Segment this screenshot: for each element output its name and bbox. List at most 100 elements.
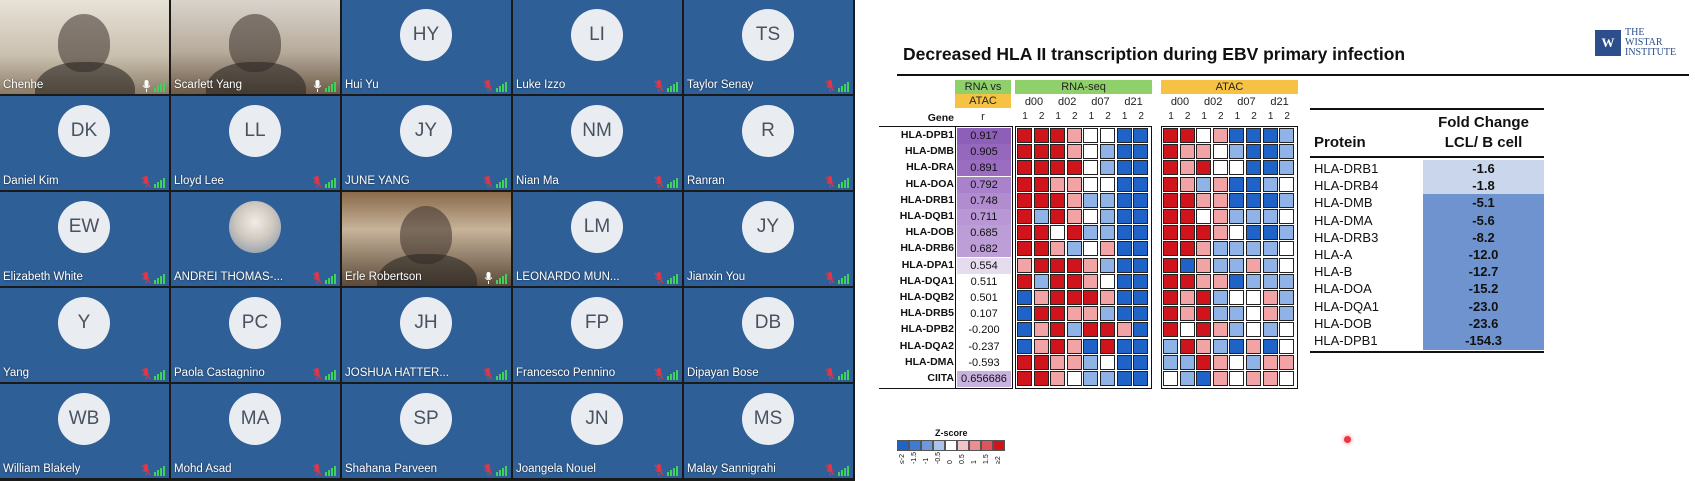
- participant-tile[interactable]: Erle Robertson: [342, 192, 511, 286]
- rnaseq-heatmap-cell: [1116, 273, 1132, 289]
- participant-tile[interactable]: R Ranran: [684, 96, 853, 190]
- mic-muted-icon: [312, 464, 322, 476]
- fold-change-shade: [1423, 177, 1544, 196]
- logo-line-2: WISTAR: [1625, 37, 1663, 48]
- atac-block-frame: [1161, 126, 1298, 390]
- zscore-swatch: [969, 440, 981, 451]
- rnaseq-heatmap-cell: [1066, 257, 1082, 273]
- fold-change-shade: [1423, 332, 1544, 350]
- participant-tile[interactable]: ANDREI THOMAS-...: [171, 192, 340, 286]
- participant-status-icons: [484, 272, 507, 284]
- zscore-tick-label: -0.5: [935, 451, 942, 464]
- participant-tile[interactable]: JY JUNE YANG: [342, 96, 511, 190]
- participant-tile[interactable]: MA Mohd Asad: [171, 384, 340, 478]
- atac-heatmap-cell: [1262, 290, 1278, 305]
- r-value-cell: 0.711: [957, 209, 1011, 225]
- participant-tile[interactable]: FP Francesco Pennino: [513, 288, 682, 382]
- participant-tile[interactable]: MS Malay Sannigrahi: [684, 384, 853, 478]
- rnaseq-heatmap-cell: [1066, 160, 1082, 176]
- fold-change-row: HLA-A -12.0: [1310, 246, 1544, 264]
- participant-tile[interactable]: Y Yang: [0, 288, 169, 382]
- participant-avatar: LL: [229, 105, 281, 157]
- participant-status-icons: [654, 176, 678, 188]
- rnaseq-heatmap-cell: [1066, 128, 1082, 143]
- rnaseq-heatmap-cell: [1033, 209, 1049, 224]
- rnaseq-rep-label: 1: [1121, 111, 1128, 122]
- rnaseq-rep-label: 2: [1105, 111, 1111, 122]
- rnaseq-heatmap-cell: [1100, 257, 1115, 273]
- rnaseq-heatmap-cell: [1017, 257, 1032, 273]
- mic-muted-icon: [483, 80, 493, 92]
- atac-heatmap-cell: [1179, 257, 1195, 273]
- atac-heatmap-cell: [1179, 306, 1195, 322]
- participant-status-icons: [825, 272, 849, 284]
- participant-status-icons: [483, 176, 507, 188]
- participant-tile[interactable]: HY Hui Yu: [342, 0, 511, 94]
- gene-header: Gene: [927, 112, 954, 124]
- atac-heatmap-cell: [1212, 192, 1228, 208]
- rnaseq-heatmap-cell: [1033, 192, 1049, 208]
- atac-heatmap-cell: [1163, 144, 1178, 160]
- signal-strength-icon: [667, 177, 678, 188]
- atac-heatmap-cell: [1212, 273, 1228, 289]
- rnaseq-heatmap-cell: [1066, 354, 1082, 370]
- rnaseq-heatmap-cell: [1100, 371, 1115, 386]
- signal-strength-icon: [496, 177, 507, 188]
- participant-tile[interactable]: DK Daniel Kim: [0, 96, 169, 190]
- atac-heatmap-cell: [1163, 371, 1178, 386]
- participant-tile[interactable]: Chenhe: [0, 0, 169, 94]
- rnaseq-heatmap-cell: [1033, 371, 1049, 386]
- atac-heatmap-cell: [1262, 176, 1278, 192]
- mic-muted-icon: [654, 176, 664, 188]
- participant-tile[interactable]: WB William Blakely: [0, 384, 169, 478]
- rnaseq-heatmap-cell: [1050, 128, 1066, 143]
- gene-label: HLA-DRB5: [900, 307, 954, 320]
- rnaseq-heatmap-cell: [1017, 354, 1032, 370]
- participant-tile[interactable]: Scarlett Yang: [171, 0, 340, 94]
- gene-label: HLA-DOA: [905, 177, 954, 190]
- atac-heatmap-cell: [1212, 354, 1228, 370]
- fold-change-value: -8.2: [1472, 229, 1495, 245]
- rnaseq-heatmap-cell: [1017, 371, 1032, 386]
- participant-tile[interactable]: LI Luke Izzo: [513, 0, 682, 94]
- atac-heatmap-cell: [1262, 273, 1278, 289]
- gene-label: HLA-DPB2: [900, 323, 954, 336]
- atac-heatmap-cell: [1196, 273, 1212, 289]
- participant-tile[interactable]: LL Lloyd Lee: [171, 96, 340, 190]
- participant-tile[interactable]: NM Nian Ma: [513, 96, 682, 190]
- rnaseq-heatmap-cell: [1133, 128, 1149, 143]
- rnaseq-heatmap-cell: [1133, 354, 1149, 370]
- participant-avatar: JH: [400, 297, 452, 349]
- fc-header-line1: Fold Change: [1438, 114, 1529, 131]
- fold-change-value: -5.1: [1472, 195, 1495, 211]
- signal-strength-icon: [154, 273, 165, 284]
- rnaseq-heatmap-cell: [1033, 241, 1049, 257]
- rnaseq-heatmap-cell: [1066, 371, 1082, 386]
- participant-tile[interactable]: DB Dipayan Bose: [684, 288, 853, 382]
- participant-tile[interactable]: LM LEONARDO MUN...: [513, 192, 682, 286]
- participant-tile[interactable]: JH JOSHUA HATTER...: [342, 288, 511, 382]
- gene-label: HLA-DMA: [905, 355, 954, 368]
- fold-change-row: HLA-DMB -5.1: [1310, 194, 1544, 213]
- zscore-swatch: [933, 440, 945, 451]
- participant-tile[interactable]: PC Paola Castagnino: [171, 288, 340, 382]
- mic-muted-icon: [483, 176, 493, 188]
- mic-icon: [313, 80, 322, 92]
- participant-tile[interactable]: TS Taylor Senay: [684, 0, 853, 94]
- participant-name: Hui Yu: [345, 79, 379, 91]
- participant-tile[interactable]: JY Jianxin You: [684, 192, 853, 286]
- rnaseq-heatmap-cell: [1017, 176, 1032, 192]
- atac-rep-label: 1: [1201, 111, 1207, 122]
- fold-change-value: -15.2: [1468, 281, 1499, 297]
- participant-tile[interactable]: JN Joangela Nouel: [513, 384, 682, 478]
- mic-muted-icon: [483, 368, 493, 380]
- participant-avatar: LI: [571, 9, 623, 61]
- participant-tile[interactable]: SP Shahana Parveen: [342, 384, 511, 478]
- atac-heatmap-cell: [1163, 209, 1178, 224]
- rnaseq-heatmap-cell: [1133, 306, 1149, 322]
- participant-status-icons: [654, 272, 678, 284]
- participant-tile[interactable]: EW Elizabeth White: [0, 192, 169, 286]
- atac-heatmap-cell: [1229, 306, 1245, 322]
- atac-heatmap-cell: [1246, 322, 1261, 338]
- rnaseq-heatmap-cell: [1017, 209, 1032, 224]
